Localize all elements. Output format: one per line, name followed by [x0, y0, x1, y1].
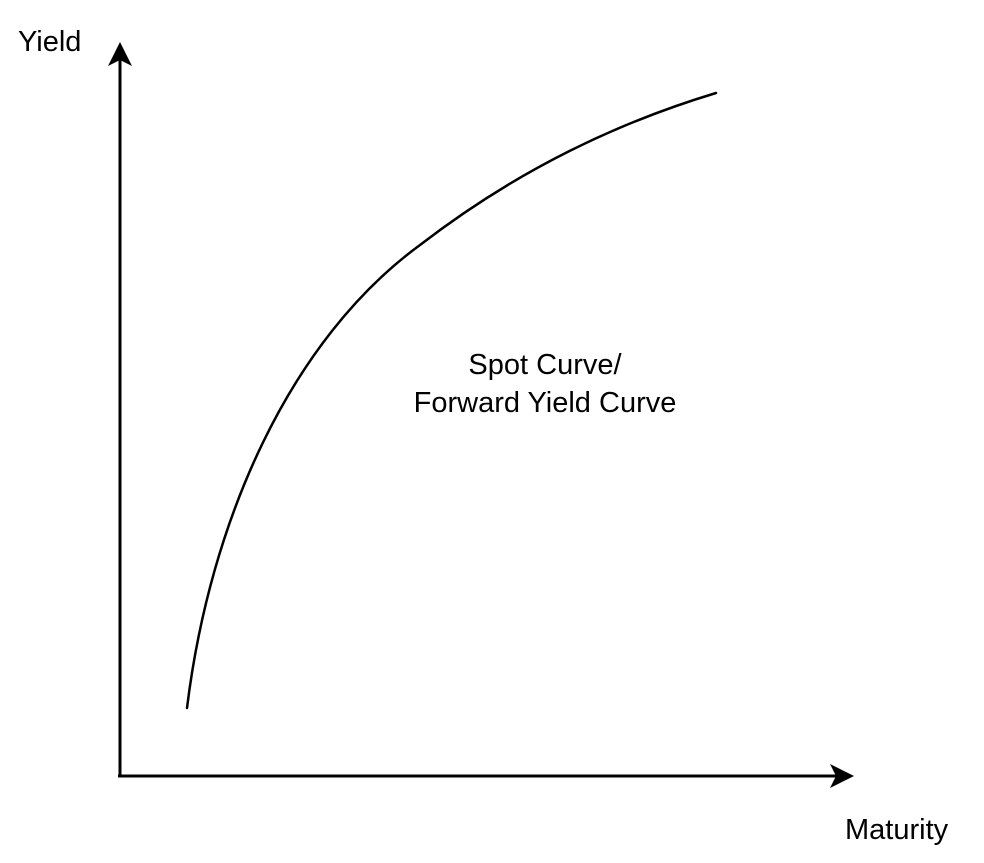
- x-axis-label: Maturity: [845, 814, 949, 846]
- y-axis-label: Yield: [18, 26, 81, 58]
- curve-label-line-1: Spot Curve/: [468, 349, 622, 381]
- x-axis-arrowhead: [830, 764, 854, 788]
- y-axis-arrowhead: [108, 42, 132, 66]
- curve-label-line-2: Forward Yield Curve: [414, 387, 677, 419]
- spot-forward-yield-curve: [185, 91, 718, 710]
